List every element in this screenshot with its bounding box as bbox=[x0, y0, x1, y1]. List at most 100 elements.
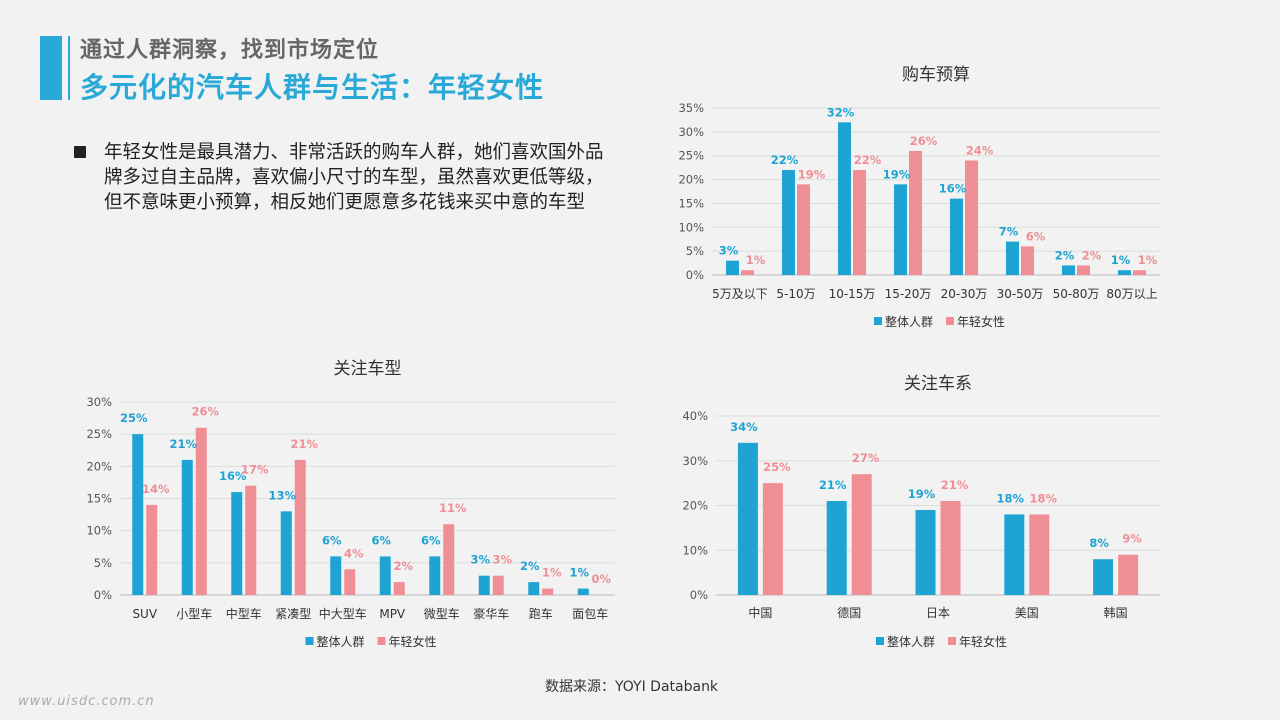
data-label-overall: 3% bbox=[470, 553, 490, 567]
bar-overall bbox=[1004, 514, 1025, 595]
data-label-overall: 2% bbox=[1055, 248, 1075, 262]
y-tick-label: 25% bbox=[678, 149, 704, 163]
data-label-young-women: 4% bbox=[344, 546, 364, 560]
category-label: 韩国 bbox=[1104, 605, 1128, 620]
y-tick-label: 40% bbox=[682, 409, 708, 423]
bar-overall bbox=[577, 588, 589, 595]
data-label-overall: 16% bbox=[219, 469, 247, 483]
legend-swatch-young-women bbox=[946, 317, 954, 325]
bar-overall bbox=[280, 511, 292, 595]
bar-young-women bbox=[797, 184, 810, 275]
category-label: 80万以上 bbox=[1106, 287, 1157, 301]
data-label-overall: 1% bbox=[569, 566, 589, 580]
bar-overall bbox=[1006, 241, 1019, 275]
bar-overall bbox=[737, 442, 758, 595]
bar-young-women bbox=[1077, 265, 1090, 275]
bar-young-women bbox=[762, 483, 783, 595]
y-tick-label: 20% bbox=[86, 459, 112, 473]
legend-label-young-women: 年轻女性 bbox=[959, 634, 1007, 649]
y-tick-label: 35% bbox=[678, 101, 704, 115]
data-label-overall: 25% bbox=[120, 411, 148, 425]
legend-swatch-overall bbox=[876, 637, 884, 645]
category-label: 德国 bbox=[837, 605, 861, 620]
bar-overall bbox=[528, 582, 540, 595]
bar-overall bbox=[782, 170, 795, 275]
bar-overall bbox=[1093, 559, 1114, 595]
title-accent-bar bbox=[40, 36, 62, 100]
y-tick-label: 30% bbox=[86, 395, 112, 409]
page-subtitle: 通过人群洞察，找到市场定位 bbox=[80, 38, 380, 63]
category-label: 面包车 bbox=[572, 606, 608, 621]
y-tick-label: 20% bbox=[682, 499, 708, 513]
chart-title: 购车预算 bbox=[902, 65, 970, 85]
data-label-young-women: 0% bbox=[591, 572, 611, 586]
bar-young-women bbox=[393, 582, 405, 595]
legend-swatch-overall bbox=[874, 317, 882, 325]
data-label-young-women: 11% bbox=[439, 501, 467, 515]
category-label: 5万及以下 bbox=[712, 287, 768, 301]
data-label-overall: 19% bbox=[883, 167, 911, 181]
y-tick-label: 10% bbox=[678, 220, 704, 234]
data-label-young-women: 2% bbox=[1082, 248, 1102, 262]
data-source: 数据来源：YOYI Databank bbox=[545, 679, 719, 695]
data-label-young-women: 17% bbox=[241, 463, 269, 477]
data-label-young-women: 9% bbox=[1122, 532, 1142, 546]
bar-overall bbox=[838, 122, 851, 275]
bar-overall bbox=[1062, 265, 1075, 275]
car-origin-chart: 关注车系 0% 10% 20% 30% 40% 34% 25% 中国 21% 27% 德国 19% 21%… bbox=[682, 374, 1160, 649]
category-label: 20-30万 bbox=[941, 287, 988, 301]
y-tick-label: 15% bbox=[86, 492, 112, 506]
bar-young-women bbox=[195, 427, 207, 595]
data-label-overall: 21% bbox=[819, 478, 847, 492]
category-label: 5-10万 bbox=[776, 287, 815, 301]
bar-overall bbox=[915, 509, 936, 595]
data-label-overall: 6% bbox=[322, 533, 342, 547]
bar-overall bbox=[826, 501, 847, 595]
bar-young-women bbox=[1021, 246, 1034, 275]
data-label-overall: 16% bbox=[939, 182, 967, 196]
legend-label-young-women: 年轻女性 bbox=[389, 634, 437, 649]
bar-young-women bbox=[940, 501, 961, 595]
data-label-young-women: 2% bbox=[393, 559, 413, 573]
bar-young-women bbox=[965, 160, 978, 275]
bar-young-women bbox=[344, 569, 356, 595]
data-label-overall: 34% bbox=[730, 420, 758, 434]
category-label: 美国 bbox=[1015, 606, 1039, 620]
bar-overall bbox=[1118, 270, 1131, 275]
bar-young-women bbox=[146, 504, 158, 595]
summary-text: 年轻女性是最具潜力、非常活跃的购车人群，她们喜欢国外品牌多过自主品牌，喜欢偏小尺… bbox=[104, 142, 604, 213]
data-label-overall: 3% bbox=[719, 244, 739, 258]
bar-young-women bbox=[909, 150, 922, 275]
title-divider bbox=[68, 36, 70, 100]
data-label-young-women: 27% bbox=[852, 451, 880, 465]
data-label-overall: 32% bbox=[827, 105, 855, 119]
bullet-square-icon bbox=[74, 146, 86, 158]
bar-overall bbox=[429, 556, 441, 595]
category-label: 10-15万 bbox=[829, 287, 876, 301]
data-label-overall: 18% bbox=[997, 491, 1025, 505]
bar-young-women bbox=[853, 170, 866, 275]
data-label-young-women: 1% bbox=[542, 566, 562, 580]
chart-title: 关注车型 bbox=[334, 359, 402, 379]
y-tick-label: 0% bbox=[94, 588, 112, 602]
category-label: 跑车 bbox=[529, 606, 553, 621]
data-label-overall: 13% bbox=[268, 488, 296, 502]
bar-young-women bbox=[542, 588, 554, 595]
bar-young-women bbox=[245, 485, 257, 595]
data-label-young-women: 25% bbox=[763, 460, 791, 474]
data-label-young-women: 22% bbox=[854, 153, 882, 167]
data-label-young-women: 21% bbox=[941, 478, 969, 492]
data-label-overall: 1% bbox=[1111, 253, 1131, 267]
page-title: 多元化的汽车人群与生活：年轻女性 bbox=[80, 71, 545, 104]
bar-young-women bbox=[443, 524, 455, 595]
data-label-young-women: 1% bbox=[1138, 253, 1158, 267]
y-tick-label: 10% bbox=[682, 543, 708, 557]
bar-overall bbox=[726, 260, 739, 275]
y-tick-label: 30% bbox=[682, 454, 708, 468]
category-label: SUV bbox=[132, 607, 157, 621]
category-label: 中国 bbox=[748, 605, 772, 620]
data-label-young-women: 3% bbox=[492, 553, 512, 567]
y-tick-label: 0% bbox=[686, 268, 704, 282]
y-tick-label: 30% bbox=[678, 125, 704, 139]
category-label: 30-50万 bbox=[997, 287, 1044, 301]
